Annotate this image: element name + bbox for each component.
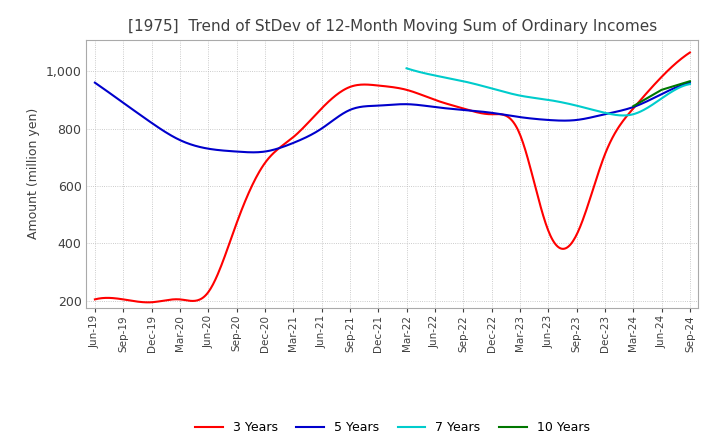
10 Years (629, 103, 637, 109)
5 Years (685, 80, 694, 85)
Line: 5 Years: 5 Years (95, 83, 690, 152)
Y-axis label: Amount (million yen): Amount (million yen) (27, 108, 40, 239)
5 Years (249, 150, 258, 155)
3 Years (374, 83, 383, 88)
5 Years (446, 106, 454, 111)
5 Years (374, 103, 383, 108)
5 Years (672, 84, 681, 90)
5 Years (580, 116, 588, 121)
Line: 3 Years: 3 Years (95, 52, 690, 302)
Line: 7 Years: 7 Years (407, 68, 690, 115)
Title: [1975]  Trend of StDev of 12-Month Moving Sum of Ordinary Incomes: [1975] Trend of StDev of 12-Month Moving… (127, 19, 657, 34)
5 Years (91, 80, 99, 85)
7 Years (635, 110, 644, 115)
5 Years (378, 103, 387, 108)
7 Years (539, 96, 547, 102)
10 Years (657, 87, 666, 92)
7 Years (619, 113, 628, 118)
7 Years (402, 66, 411, 71)
3 Years (144, 300, 153, 305)
7 Years (685, 81, 694, 87)
3 Years (378, 83, 387, 88)
7 Years (556, 99, 564, 105)
7 Years (571, 103, 580, 108)
3 Years (685, 50, 694, 55)
3 Years (91, 297, 99, 302)
10 Years (685, 79, 694, 84)
3 Years (414, 91, 423, 96)
7 Years (680, 83, 688, 88)
7 Years (537, 96, 546, 102)
3 Years (580, 215, 588, 220)
3 Years (672, 60, 681, 65)
Legend: 3 Years, 5 Years, 7 Years, 10 Years: 3 Years, 5 Years, 7 Years, 10 Years (190, 416, 595, 439)
Line: 10 Years: 10 Years (633, 81, 690, 106)
5 Years (414, 103, 423, 108)
3 Years (446, 102, 454, 107)
